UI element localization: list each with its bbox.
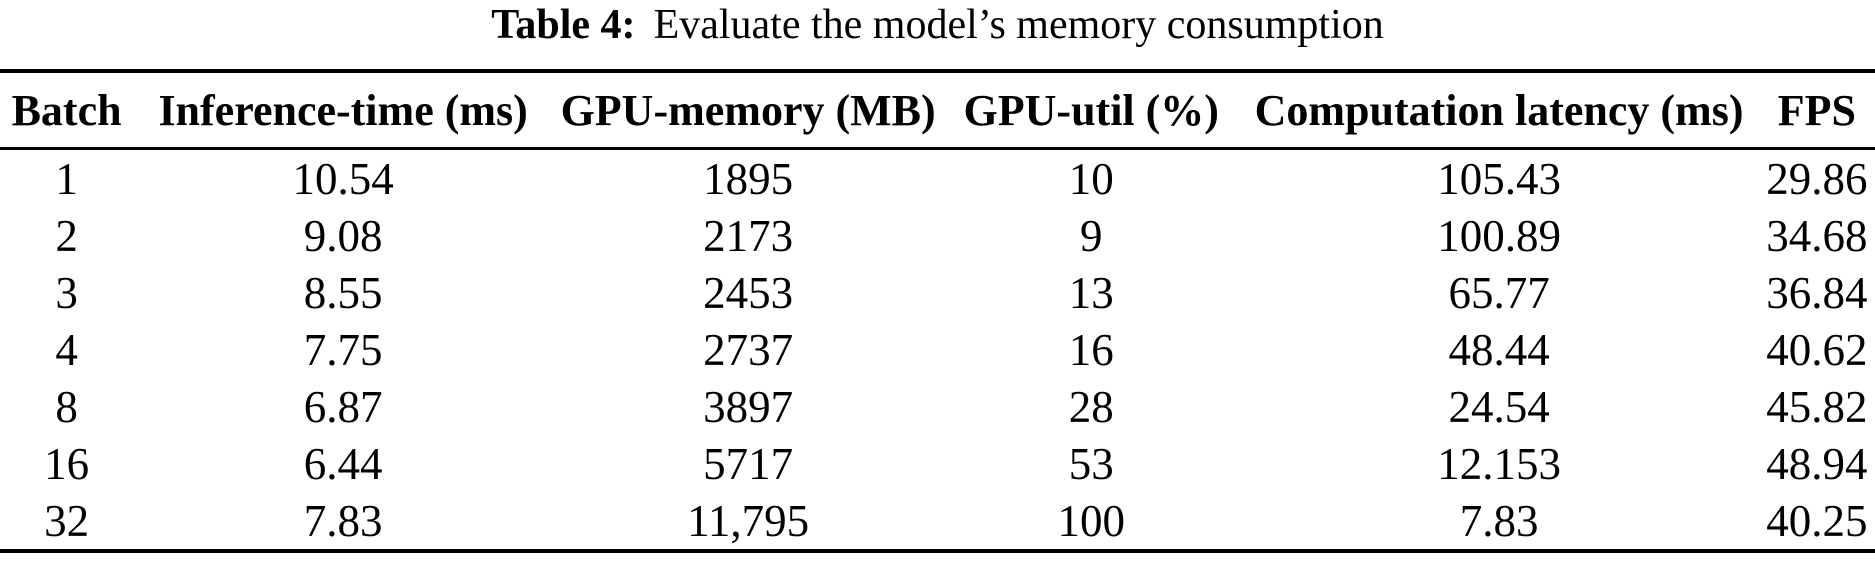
table-cell-fps: 29.86 (1766, 153, 1868, 204)
table-caption-number: Table 4: (491, 2, 636, 48)
table-cell-fps: 48.94 (1766, 438, 1868, 489)
table-row: 2 9.08 2173 9 100.89 34.68 (0, 207, 1875, 264)
table-row: 1 10.54 1895 10 105.43 29.86 (0, 149, 1875, 208)
table-cell-gpu-memory: 1895 (703, 153, 794, 204)
table-cell-gpu-memory: 2453 (703, 267, 794, 318)
table-row: 4 7.75 2737 16 48.44 40.62 (0, 321, 1875, 378)
table-row: 32 7.83 11,795 100 7.83 40.25 (0, 492, 1875, 551)
table-cell-computation-latency: 105.43 (1437, 153, 1561, 204)
table-cell-fps: 40.25 (1766, 495, 1868, 546)
table-cell-batch: 16 (44, 438, 90, 489)
column-header-fps: FPS (1758, 71, 1875, 150)
column-header-batch: Batch (0, 71, 134, 150)
table-cell-inference-time: 6.87 (303, 381, 383, 432)
table-cell-gpu-memory: 11,795 (687, 495, 810, 546)
table-cell-computation-latency: 65.77 (1448, 267, 1550, 318)
table-cell-fps: 45.82 (1766, 381, 1868, 432)
table-cell-fps: 34.68 (1766, 210, 1868, 261)
table-cell-computation-latency: 24.54 (1448, 381, 1550, 432)
column-header-computation-latency: Computation latency (ms) (1239, 71, 1759, 150)
table-cell-gpu-memory: 3897 (703, 381, 794, 432)
table-cell-inference-time: 9.08 (303, 210, 383, 261)
table-cell-batch: 4 (55, 324, 78, 375)
table-row: 3 8.55 2453 13 65.77 36.84 (0, 264, 1875, 321)
table-cell-gpu-memory: 5717 (703, 438, 794, 489)
table-cell-gpu-util: 28 (1068, 381, 1114, 432)
table-cell-fps: 36.84 (1766, 267, 1868, 318)
header-row: Batch Inference-time (ms) GPU-memory (MB… (0, 71, 1875, 150)
table-cell-gpu-util: 53 (1068, 438, 1114, 489)
table-cell-batch: 8 (55, 381, 78, 432)
table-cell-inference-time: 8.55 (303, 267, 383, 318)
table-cell-gpu-util: 10 (1068, 153, 1114, 204)
table-cell-computation-latency: 48.44 (1448, 324, 1550, 375)
table-cell-fps: 40.62 (1766, 324, 1868, 375)
table-cell-inference-time: 10.54 (292, 153, 394, 204)
table-cell-gpu-util: 13 (1068, 267, 1114, 318)
table-cell-inference-time: 6.44 (303, 438, 383, 489)
memory-consumption-table: Batch Inference-time (ms) GPU-memory (MB… (0, 69, 1875, 553)
table-cell-batch: 32 (44, 495, 90, 546)
table-cell-batch: 2 (55, 210, 78, 261)
table-cell-computation-latency: 100.89 (1437, 210, 1561, 261)
table-cell-gpu-util: 16 (1068, 324, 1114, 375)
column-header-gpu-util: GPU-util (%) (943, 71, 1240, 150)
table-cell-inference-time: 7.75 (303, 324, 383, 375)
table-cell-computation-latency: 7.83 (1459, 495, 1539, 546)
table-cell-batch: 1 (55, 153, 78, 204)
column-header-gpu-memory: GPU-memory (MB) (553, 71, 944, 150)
table-cell-gpu-memory: 2173 (703, 210, 794, 261)
table-cell-gpu-memory: 2737 (703, 324, 794, 375)
table-cell-batch: 3 (55, 267, 78, 318)
table-row: 16 6.44 5717 53 12.153 48.94 (0, 435, 1875, 492)
column-header-inference-time: Inference-time (ms) (133, 71, 554, 150)
table-row: 8 6.87 3897 28 24.54 45.82 (0, 378, 1875, 435)
table-caption: Table 4: Evaluate the model’s memory con… (0, 0, 1875, 69)
table-cell-gpu-util: 9 (1080, 210, 1103, 261)
table-cell-inference-time: 7.83 (303, 495, 383, 546)
table-cell-computation-latency: 12.153 (1437, 438, 1561, 489)
table-caption-text: Evaluate the model’s memory consumption (653, 2, 1384, 48)
table-cell-gpu-util: 100 (1057, 495, 1126, 546)
